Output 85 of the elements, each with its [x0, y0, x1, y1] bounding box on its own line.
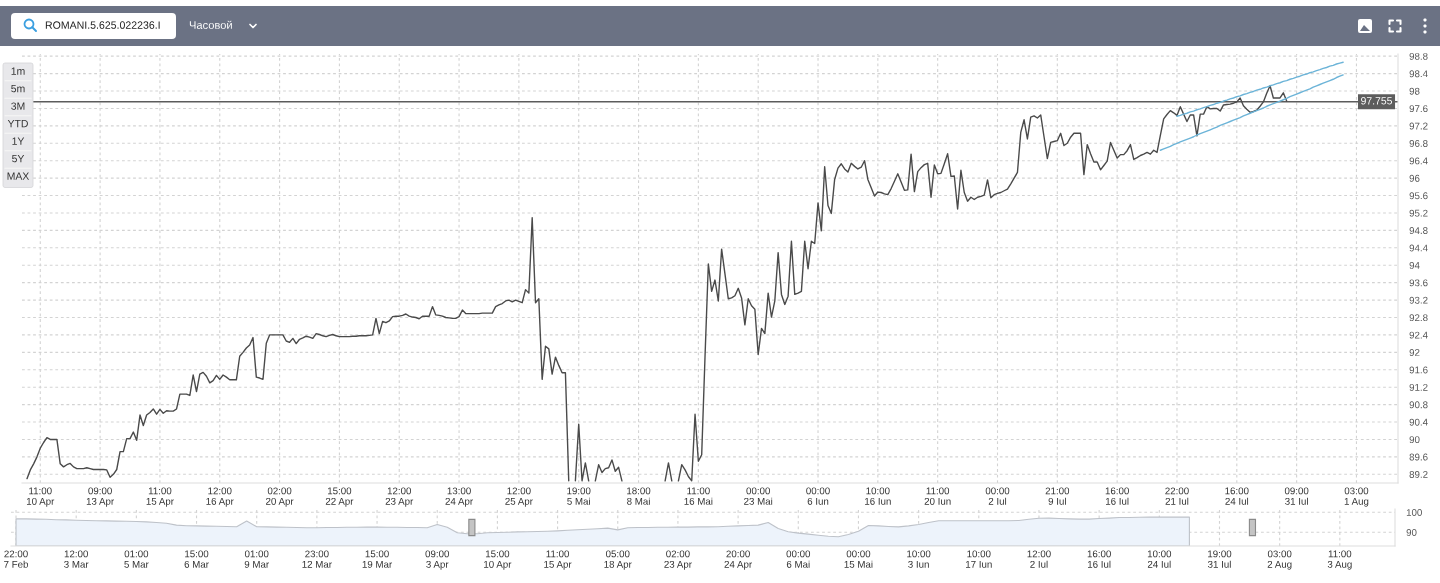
- x-tick-label: 01:00 5 Mar: [124, 550, 149, 568]
- x-tick-label: 01:00 9 Mar: [244, 550, 269, 568]
- x-tick-label: 12:00 2 Iul: [1027, 550, 1051, 568]
- x-tick-label: 11:00 20 Iun: [924, 487, 951, 505]
- x-tick-label: 12:00 25 Apr: [505, 487, 533, 507]
- x-tick-label: 00:00 6 Mai: [786, 550, 811, 568]
- annotation: 5m: [11, 85, 25, 93]
- x-tick-label: 00:00 2 Iul: [985, 487, 1010, 505]
- x-tick-label: 15:00 19 Mar: [362, 550, 393, 568]
- x-tick-label: 11:00 15 Apr: [146, 487, 174, 507]
- y-tick-label: 89.6: [1409, 453, 1428, 461]
- x-tick-label: 11:00 15 Apr: [544, 550, 572, 570]
- annotation: 1Y: [12, 137, 25, 145]
- x-tick-label: 09:00 31 Iul: [1284, 487, 1309, 505]
- x-tick-label: 10:00 17 Iun: [966, 550, 992, 568]
- x-tick-label: 10:00 3 Iun: [907, 550, 931, 568]
- y-tick-label: 97.6: [1409, 105, 1428, 113]
- y-tick-label: 96: [1409, 174, 1420, 182]
- y-tick-label: 96.4: [1409, 157, 1428, 165]
- x-tick-label: 02:00 23 Apr: [664, 550, 692, 570]
- y-tick-label: 93.2: [1409, 296, 1428, 304]
- x-tick-label: 13:00 24 Apr: [445, 487, 473, 507]
- x-tick-label: 09:00 3 Apr: [425, 550, 450, 570]
- y-tick-label: 90: [1406, 529, 1417, 536]
- text: ROMANI.5.625.022236.I: [45, 21, 160, 29]
- y-tick-label: 98.4: [1409, 70, 1428, 78]
- y-tick-label: 98.8: [1409, 52, 1428, 60]
- x-tick-label: 02:00 20 Apr: [266, 487, 294, 507]
- x-tick-label: 15:00 22 Apr: [325, 487, 354, 507]
- x-tick-label: 00:00 6 Iun: [806, 487, 830, 505]
- x-tick-label: 11:00 16 Mai: [684, 487, 713, 505]
- x-tick-label: 19:00 5 Mai: [567, 487, 591, 505]
- x-tick-label: 15:00 6 Mar: [184, 550, 209, 568]
- x-tick-label: 16:00 24 Iul: [1225, 487, 1249, 505]
- x-tick-label: 21:00 9 Iul: [1045, 487, 1070, 505]
- line-series: [1176, 61, 1344, 117]
- y-tick-label: 97.2: [1409, 122, 1428, 130]
- y-tick-label: 91.2: [1409, 383, 1428, 391]
- y-tick-label: 90.8: [1409, 401, 1428, 409]
- text: Часовой: [189, 20, 232, 29]
- y-tick-label: 98: [1409, 87, 1420, 95]
- y-tick-label: 92.8: [1409, 314, 1428, 322]
- x-tick-label: 10:00 24 Iul: [1147, 550, 1172, 568]
- x-tick-label: 10:00 16 Iun: [865, 487, 891, 505]
- x-tick-label: 16:00 16 Iul: [1087, 550, 1111, 568]
- y-tick-label: 89.2: [1409, 471, 1428, 478]
- x-tick-label: 16:00 16 Iul: [1105, 487, 1129, 505]
- y-tick-label: 90: [1409, 436, 1420, 444]
- y-tick-label: 92: [1409, 349, 1420, 356]
- y-tick-label: 91.6: [1409, 366, 1428, 374]
- x-tick-label: 12:00 3 Mar: [64, 550, 89, 568]
- y-tick-label: 94.4: [1409, 244, 1428, 252]
- x-tick-label: 12:00 16 Apr: [206, 487, 234, 507]
- x-tick-label: 03:00 2 Aug: [1267, 550, 1292, 570]
- x-tick-label: 11:00 10 Apr: [26, 487, 55, 507]
- x-tick-label: 05:00 18 Apr: [604, 550, 632, 570]
- ref-line-label: 97.755: [1361, 97, 1393, 105]
- x-tick-label: 20:00 24 Apr: [724, 550, 752, 570]
- y-tick-label: 90.4: [1409, 418, 1428, 426]
- y-tick-label: 96.8: [1409, 140, 1428, 147]
- x-tick-label: 15:00 10 Apr: [484, 550, 512, 570]
- x-tick-label: 22:00 7 Feb: [4, 550, 29, 568]
- y-tick-label: 100: [1406, 509, 1422, 516]
- x-tick-label: 11:00 3 Aug: [1327, 550, 1352, 570]
- y-tick-label: 95.2: [1409, 209, 1428, 217]
- x-tick-label: 12:00 23 Apr: [385, 487, 414, 507]
- x-tick-label: 23:00 12 Mar: [302, 550, 332, 568]
- x-tick-label: 09:00 13 Apr: [86, 487, 114, 507]
- annotation: 5Y: [12, 155, 25, 163]
- x-tick-label: 19:00 31 Iul: [1207, 550, 1232, 568]
- annotation: MAX: [7, 172, 30, 180]
- y-tick-label: 95.6: [1409, 192, 1428, 200]
- annotation: 1m: [11, 67, 25, 75]
- x-tick-label: 00:00 23 Mai: [744, 487, 773, 505]
- line-series: [1159, 74, 1344, 151]
- y-tick-label: 94: [1409, 261, 1420, 269]
- x-tick-label: 22:00 21 Iul: [1165, 487, 1189, 505]
- y-tick-label: 94.8: [1409, 227, 1428, 235]
- x-tick-label: 18:00 8 Mai: [627, 487, 651, 505]
- x-tick-label: 03:00 1 Aug: [1344, 487, 1369, 507]
- y-tick-label: 92.4: [1409, 331, 1428, 339]
- annotation: YTD: [7, 120, 28, 128]
- annotation: 3M: [11, 102, 25, 110]
- y-tick-label: 93.6: [1409, 279, 1428, 287]
- x-tick-label: 00:00 15 Mai: [844, 550, 873, 568]
